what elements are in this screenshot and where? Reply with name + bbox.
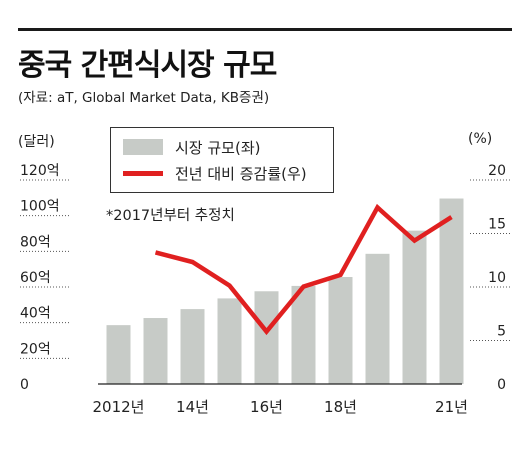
bar — [106, 325, 131, 384]
bar — [365, 253, 390, 384]
left-tick-label: 80억 — [20, 234, 51, 250]
bar — [402, 230, 427, 384]
legend-label-market-size: 시장 규모(좌) — [175, 138, 261, 157]
right-tick-label: 0 — [497, 377, 506, 393]
bar — [143, 318, 168, 384]
bar — [254, 291, 279, 384]
left-tick-label: 120억 — [20, 163, 60, 179]
right-tick-label: 15 — [488, 217, 506, 233]
right-tick-label: 10 — [488, 270, 506, 286]
left-tick-label: 40억 — [20, 306, 51, 322]
legend-swatch-bar — [123, 139, 163, 155]
chart-title: 중국 간편식시장 규모 — [18, 48, 277, 83]
left-tick-label: 0 — [20, 377, 29, 393]
bar — [291, 285, 316, 384]
estimate-note: *2017년부터 추정치 — [106, 208, 235, 224]
bar — [439, 198, 464, 384]
x-tick-label: 2012년 — [93, 398, 145, 416]
x-tick-label: 14년 — [176, 398, 209, 416]
x-tick-label: 21년 — [435, 398, 468, 416]
left-tick-label: 60억 — [20, 270, 51, 286]
chart-source: (자료: aT, Global Market Data, KB증권) — [18, 90, 270, 106]
right-tick-label: 20 — [488, 163, 506, 179]
right-tick-label: 5 — [497, 324, 506, 340]
x-tick-label: 18년 — [324, 398, 357, 416]
left-tick-label: 20억 — [20, 341, 51, 357]
right-axis-unit: (%) — [468, 131, 493, 147]
chart-legend: 시장 규모(좌) 전년 대비 증감률(우) — [110, 127, 334, 193]
left-axis-unit: (달러) — [18, 134, 55, 150]
legend-swatch-line — [123, 170, 163, 176]
bar — [180, 309, 205, 384]
bar — [217, 298, 242, 384]
x-tick-label: 16년 — [250, 398, 283, 416]
left-tick-label: 100억 — [20, 199, 60, 215]
legend-label-growth-rate: 전년 대비 증감률(우) — [175, 164, 307, 183]
legend-item-market-size: 시장 규모(좌) — [123, 136, 260, 158]
bar — [328, 277, 353, 384]
top-rule — [18, 28, 512, 31]
legend-item-growth-rate: 전년 대비 증감률(우) — [123, 162, 307, 184]
